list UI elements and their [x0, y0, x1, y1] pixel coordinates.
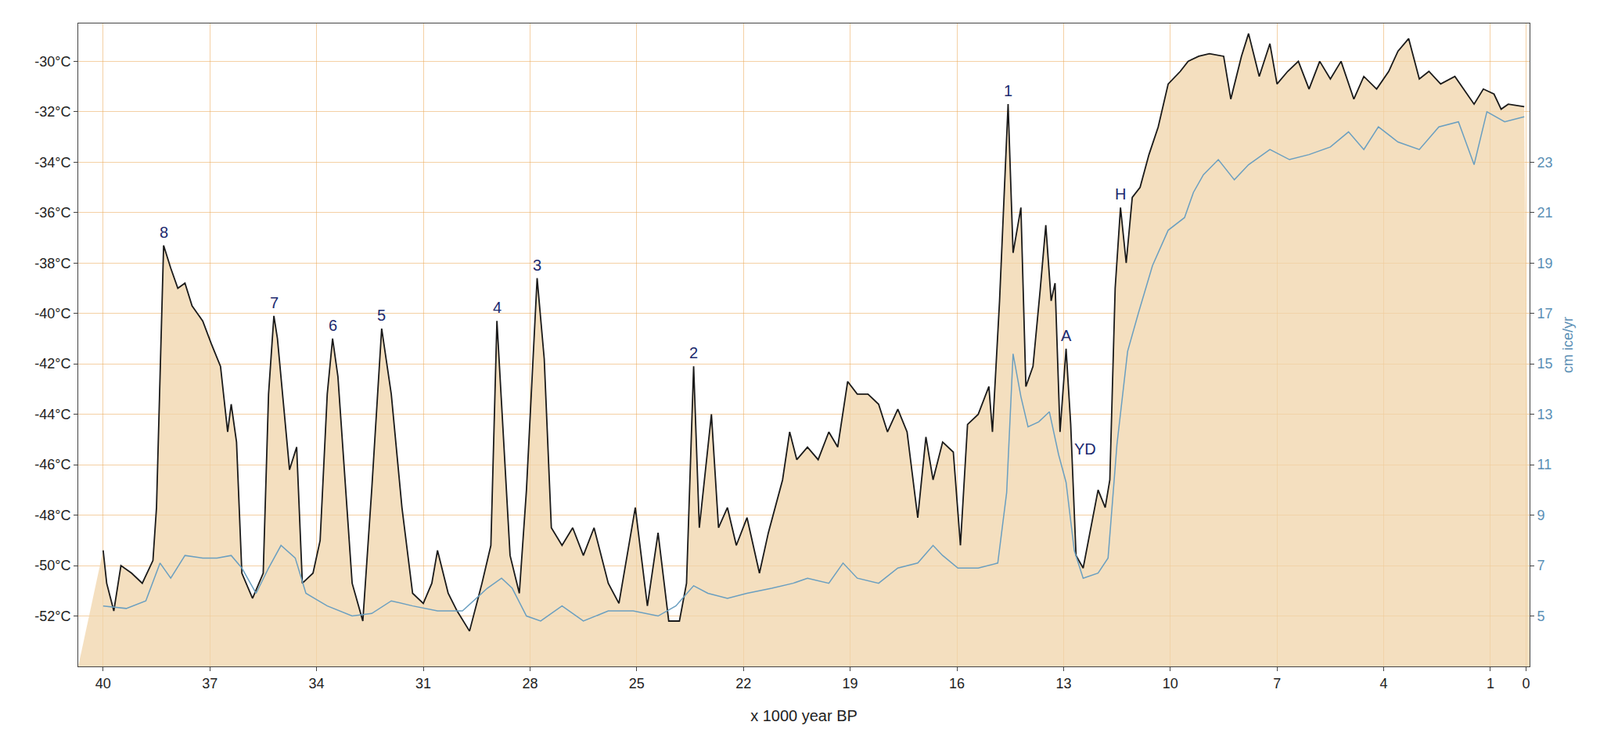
svg-text:x 1000 year BP: x 1000 year BP: [750, 707, 858, 725]
svg-text:-44°C: -44°C: [34, 406, 71, 423]
svg-text:-38°C: -38°C: [34, 255, 71, 272]
svg-text:8: 8: [159, 223, 169, 241]
svg-text:19: 19: [842, 675, 859, 692]
svg-text:4: 4: [1380, 675, 1388, 692]
svg-text:21: 21: [1537, 204, 1554, 221]
svg-text:13: 13: [1055, 675, 1072, 692]
svg-text:H: H: [1114, 185, 1126, 203]
svg-text:3: 3: [532, 256, 542, 274]
svg-text:A: A: [1060, 327, 1072, 345]
svg-text:28: 28: [521, 675, 538, 692]
svg-text:37: 37: [201, 675, 218, 692]
svg-text:1: 1: [1486, 675, 1495, 692]
svg-text:7: 7: [1272, 675, 1281, 692]
svg-text:0: 0: [1521, 675, 1530, 692]
svg-text:-36°C: -36°C: [34, 204, 71, 221]
svg-text:17: 17: [1537, 305, 1554, 322]
svg-text:9: 9: [1537, 507, 1546, 524]
svg-text:5: 5: [377, 306, 386, 324]
svg-text:23: 23: [1537, 154, 1554, 171]
svg-text:34: 34: [309, 675, 325, 692]
svg-text:2: 2: [689, 344, 698, 362]
svg-text:-50°C: -50°C: [34, 557, 71, 574]
svg-text:7: 7: [269, 294, 279, 312]
svg-text:-40°C: -40°C: [34, 305, 71, 322]
svg-text:22: 22: [735, 675, 752, 692]
svg-text:4: 4: [492, 298, 502, 317]
svg-text:25: 25: [629, 675, 645, 692]
svg-text:6: 6: [328, 316, 338, 335]
svg-text:YD: YD: [1074, 440, 1097, 458]
svg-text:-30°C: -30°C: [34, 53, 71, 70]
svg-text:11: 11: [1537, 456, 1553, 473]
svg-text:1: 1: [1003, 82, 1013, 100]
svg-text:-34°C: -34°C: [34, 154, 71, 171]
svg-text:-46°C: -46°C: [34, 456, 71, 473]
svg-text:10: 10: [1162, 675, 1179, 692]
svg-text:13: 13: [1537, 406, 1554, 423]
svg-text:-52°C: -52°C: [34, 608, 71, 625]
svg-text:15: 15: [1537, 355, 1554, 372]
svg-text:5: 5: [1537, 608, 1546, 625]
svg-text:-42°C: -42°C: [34, 355, 71, 372]
svg-text:-32°C: -32°C: [34, 104, 71, 120]
svg-text:cm ice/yr: cm ice/yr: [1560, 316, 1576, 374]
svg-text:40: 40: [95, 675, 112, 692]
svg-text:19: 19: [1537, 255, 1554, 272]
svg-text:31: 31: [415, 675, 432, 692]
svg-text:-48°C: -48°C: [34, 507, 71, 524]
svg-text:16: 16: [949, 675, 965, 692]
svg-text:7: 7: [1537, 557, 1546, 574]
